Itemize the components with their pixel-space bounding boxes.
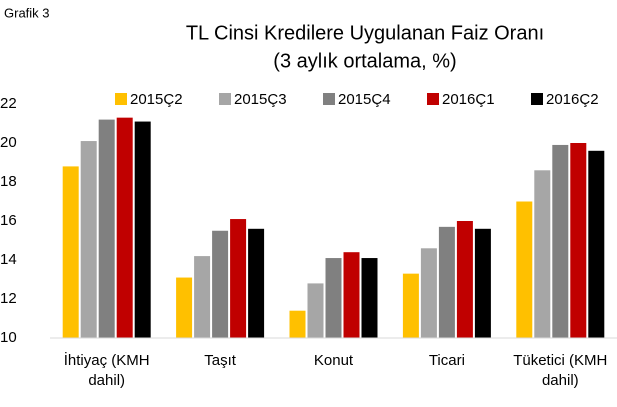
chart-title: TL Cinsi Kredilere Uygulanan Faiz Oranı (186, 22, 544, 44)
x-tick-label: Taşıt (204, 352, 236, 369)
bar (62, 166, 79, 338)
legend-label: 2015Ç3 (234, 91, 287, 108)
legend-label: 2016Ç1 (442, 91, 495, 108)
bar (212, 230, 229, 338)
bar (534, 170, 551, 338)
bar (134, 121, 151, 338)
x-tick-label: Ticari (428, 352, 465, 369)
y-tick-label: 22 (0, 95, 17, 112)
legend-swatch (219, 93, 231, 105)
x-tick-label: İhtiyaç (KMH dahil) (63, 352, 150, 389)
bar (588, 150, 605, 338)
y-tick-label: 16 (0, 212, 17, 229)
y-tick-label: 12 (0, 290, 17, 307)
bar (230, 219, 247, 338)
chart-label: Grafik 3 (4, 5, 50, 20)
y-tick-label: 20 (0, 134, 17, 151)
bar (248, 228, 265, 338)
y-tick-label: 14 (0, 251, 17, 268)
bar (343, 252, 360, 338)
bar (289, 310, 306, 338)
bar (420, 248, 437, 338)
bar (402, 273, 419, 338)
bar (98, 119, 115, 338)
bar (474, 228, 491, 338)
y-tick-label: 10 (0, 329, 17, 346)
bar (516, 201, 533, 338)
legend-swatch (115, 93, 127, 105)
y-tick-label: 18 (0, 173, 17, 190)
legend-swatch (323, 93, 335, 105)
legend-label: 2016Ç2 (546, 91, 599, 108)
bar (438, 226, 455, 338)
x-tick-label: Tüketici (KMH dahil) (513, 352, 608, 389)
bar (116, 117, 133, 339)
bar (194, 256, 211, 338)
legend-label: 2015Ç2 (130, 91, 183, 108)
bar (307, 283, 324, 338)
bar (80, 141, 97, 338)
bar (325, 258, 342, 338)
bar (456, 221, 473, 338)
x-tick-label: Konut (313, 352, 354, 369)
legend-swatch (427, 93, 439, 105)
legend-label: 2015Ç4 (338, 91, 391, 108)
chart-subtitle: (3 aylık ortalama, %) (273, 50, 456, 72)
bar (361, 258, 378, 338)
bar (570, 143, 587, 338)
bar (176, 277, 193, 338)
bar (552, 144, 569, 338)
legend-swatch (531, 93, 543, 105)
